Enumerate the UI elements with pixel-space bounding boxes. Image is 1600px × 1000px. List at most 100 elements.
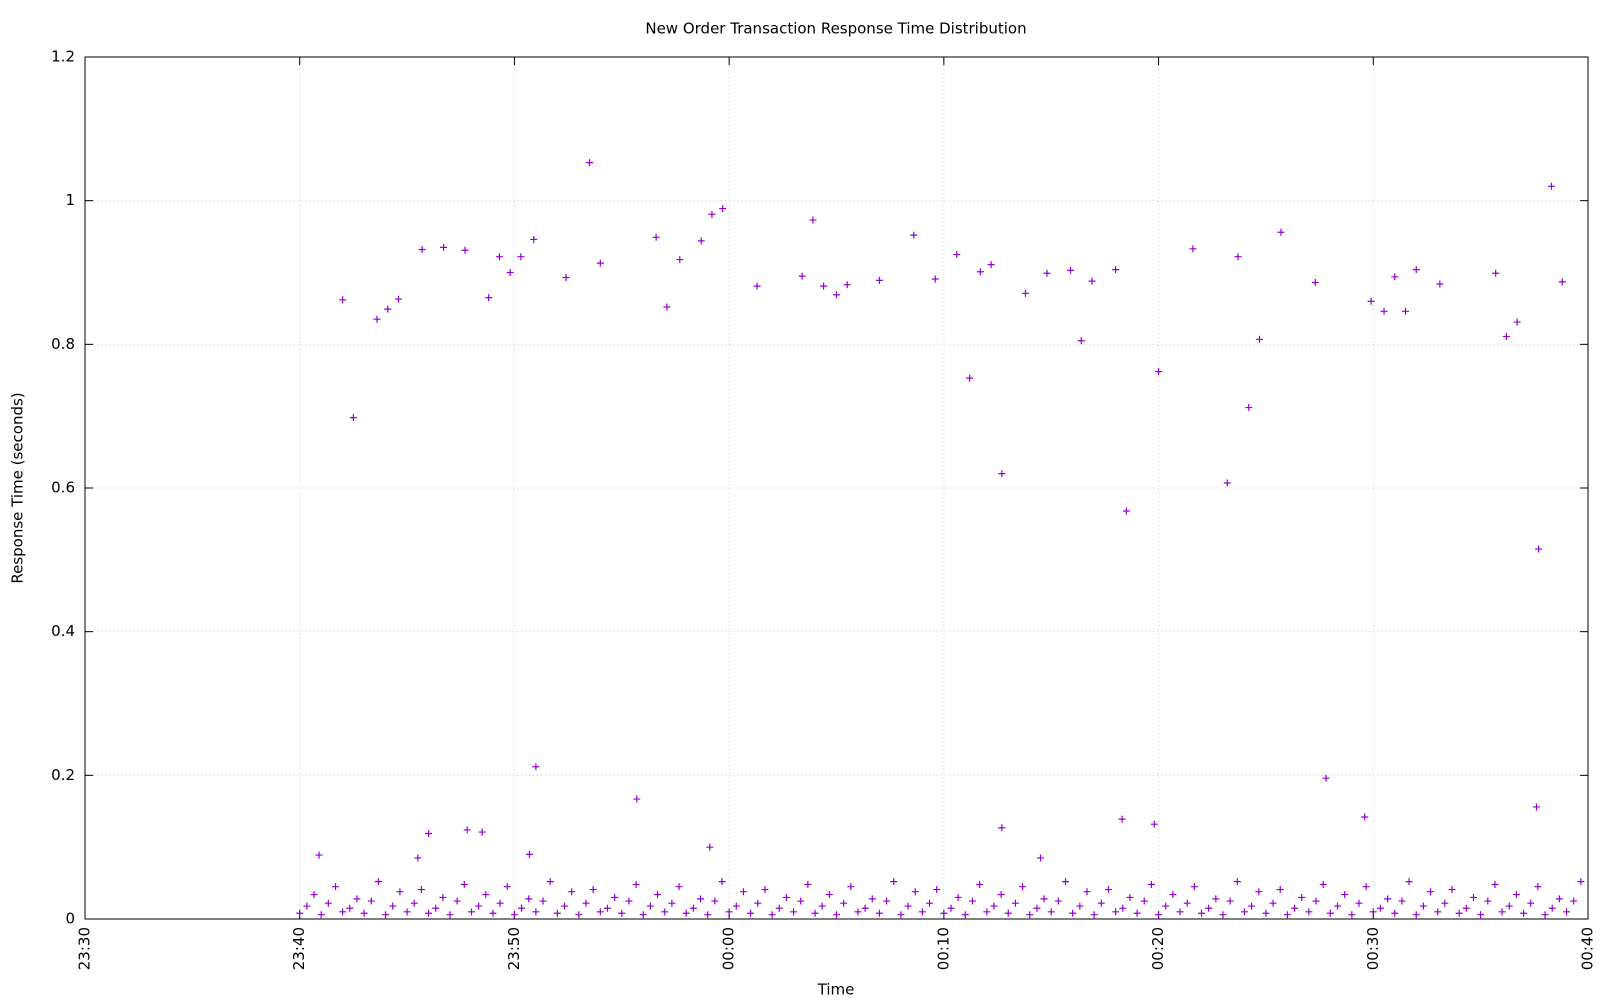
point xyxy=(1097,899,1105,907)
point xyxy=(646,902,654,910)
point xyxy=(339,908,347,916)
point xyxy=(953,251,961,259)
point xyxy=(639,911,647,919)
point xyxy=(1412,266,1420,274)
point xyxy=(1555,895,1563,903)
point xyxy=(1255,335,1263,343)
point xyxy=(1219,911,1227,919)
point xyxy=(768,911,776,919)
point xyxy=(463,826,471,834)
point xyxy=(417,886,425,894)
point xyxy=(1319,881,1327,889)
point xyxy=(1512,891,1520,899)
point xyxy=(1112,266,1120,274)
point xyxy=(310,891,318,899)
point xyxy=(1233,878,1241,886)
point xyxy=(954,893,962,901)
point xyxy=(1405,878,1413,886)
point xyxy=(675,883,683,891)
point xyxy=(510,911,518,919)
point xyxy=(1434,908,1442,916)
x-tick-label: 00:20 xyxy=(1149,927,1167,970)
point xyxy=(911,888,919,896)
point xyxy=(1291,904,1299,912)
point xyxy=(618,909,626,917)
point xyxy=(804,881,812,889)
point xyxy=(582,899,590,907)
point xyxy=(1021,289,1029,297)
point xyxy=(1355,899,1363,907)
point xyxy=(596,908,604,916)
point xyxy=(1234,253,1242,261)
point xyxy=(382,911,390,919)
point xyxy=(833,291,840,299)
point xyxy=(1189,245,1197,253)
point xyxy=(461,246,469,254)
point xyxy=(1118,815,1126,823)
point xyxy=(425,909,433,917)
point xyxy=(1326,909,1334,917)
point xyxy=(1548,182,1555,190)
point xyxy=(718,878,726,886)
point xyxy=(1011,899,1019,907)
point xyxy=(561,902,569,910)
point xyxy=(1570,897,1578,905)
point xyxy=(1348,911,1356,919)
point xyxy=(1563,908,1571,916)
point xyxy=(966,374,974,382)
point xyxy=(931,275,939,283)
point xyxy=(1019,883,1027,891)
point xyxy=(1040,895,1048,903)
x-tick-label: 00:30 xyxy=(1364,927,1382,970)
point xyxy=(926,899,934,907)
point xyxy=(1520,909,1528,917)
point xyxy=(697,895,705,903)
point xyxy=(1198,909,1206,917)
point xyxy=(782,893,790,901)
point xyxy=(918,908,926,916)
point xyxy=(1212,895,1220,903)
point xyxy=(732,902,740,910)
point xyxy=(661,908,669,916)
point xyxy=(396,888,404,896)
point xyxy=(940,909,948,917)
point xyxy=(478,828,486,836)
plot-frame xyxy=(84,56,1589,920)
point xyxy=(485,294,493,302)
point xyxy=(1140,897,1148,905)
point xyxy=(706,843,714,851)
point xyxy=(840,899,848,907)
point xyxy=(747,909,755,917)
point xyxy=(596,259,604,267)
point xyxy=(1455,909,1463,917)
point xyxy=(711,897,719,905)
point xyxy=(1532,803,1540,811)
point xyxy=(1558,278,1566,286)
point xyxy=(998,824,1006,832)
point xyxy=(843,281,851,289)
point xyxy=(589,886,597,894)
y-tick-label: 1.2 xyxy=(51,48,75,66)
point xyxy=(324,899,332,907)
point xyxy=(983,908,991,916)
point xyxy=(1469,893,1477,901)
point xyxy=(739,888,747,896)
point xyxy=(976,268,984,276)
point xyxy=(1119,904,1127,912)
point xyxy=(1004,909,1012,917)
point xyxy=(1077,337,1085,345)
point xyxy=(384,305,392,313)
point xyxy=(1502,332,1510,340)
point xyxy=(546,878,554,886)
point xyxy=(489,909,497,917)
point xyxy=(1190,883,1198,891)
point xyxy=(1067,266,1075,274)
point xyxy=(1419,902,1427,910)
chart-title: New Order Transaction Response Time Dist… xyxy=(645,20,1026,38)
y-tick-label: 0 xyxy=(65,910,75,928)
point xyxy=(539,897,547,905)
point xyxy=(517,253,525,261)
point xyxy=(1122,507,1130,515)
point xyxy=(1283,911,1291,919)
point xyxy=(1176,908,1184,916)
